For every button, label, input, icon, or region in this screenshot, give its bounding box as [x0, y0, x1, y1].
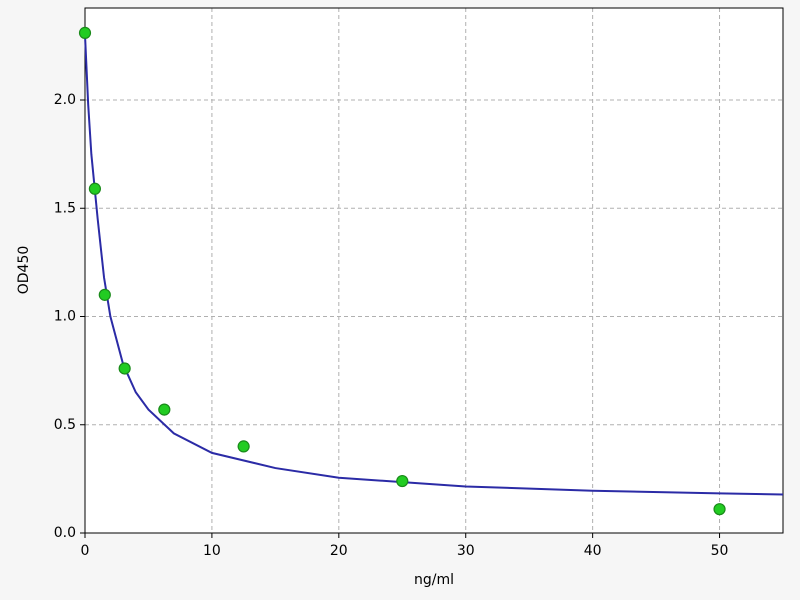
y-tick-label: 1.5	[54, 200, 76, 216]
data-point	[78, 26, 92, 39]
data-point	[98, 288, 111, 301]
fit-curve	[84, 35, 784, 496]
data-point	[237, 440, 250, 453]
y-axis-label: OD450	[16, 246, 32, 295]
data-point	[396, 474, 409, 488]
x-tick-label: 40	[584, 543, 602, 559]
y-tick-label: 2.0	[54, 92, 76, 108]
plot-frame	[84, 7, 784, 534]
y-tick-label: 1.0	[54, 309, 76, 325]
data-point	[158, 403, 171, 416]
x-tick-label: 50	[711, 543, 729, 559]
plot-area	[85, 8, 783, 533]
data-point	[713, 503, 726, 516]
x-tick-label: 20	[330, 543, 348, 559]
x-tick-label: 10	[203, 543, 221, 559]
x-axis-label: ng/ml	[414, 572, 454, 588]
data-point	[118, 362, 131, 375]
y-tick-label: 0.0	[54, 525, 76, 541]
x-tick-label: 30	[457, 543, 475, 559]
x-tick-label: 0	[81, 543, 90, 559]
data-point	[88, 182, 101, 195]
y-tick-label: 0.5	[54, 417, 76, 433]
